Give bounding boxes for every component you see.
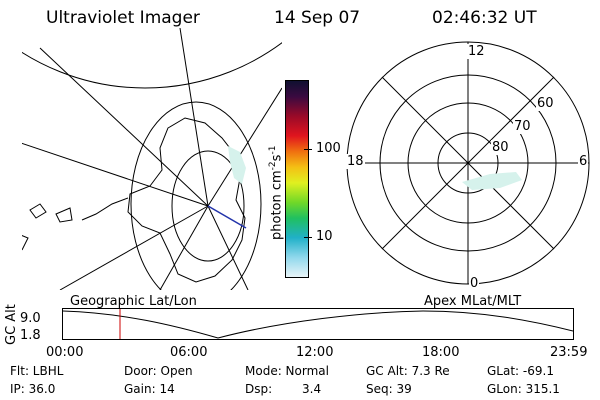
time-tick-0600: 06:00 (170, 345, 208, 360)
altitude-plot-frame (62, 308, 574, 340)
peninsula-coastline (81, 197, 129, 221)
continent-coastline (22, 235, 29, 251)
intensity-colorbar (285, 80, 309, 278)
colorbar-tick-mark (304, 149, 312, 150)
altitude-ytick-min: 1.8 (20, 328, 41, 343)
geographic-panel-label: Geographic Lat/Lon (70, 294, 197, 309)
mlat-label-60: 60 (536, 96, 555, 111)
altitude-ylabel: GC Alt (4, 304, 19, 345)
subsatellite-track (207, 205, 247, 229)
apex-panel-label: Apex MLat/MLT (424, 294, 522, 309)
filter-readout: Flt: LBHL (10, 364, 64, 378)
mode-readout: Mode: Normal (245, 364, 329, 378)
aurora-emission (462, 172, 522, 190)
meridian-line (207, 87, 282, 207)
mlt-label-0: 0 (469, 276, 480, 291)
meridian-line (179, 28, 209, 207)
apex-polar-plot (346, 41, 590, 285)
altitude-curve (63, 310, 573, 339)
time-tick-1200: 12:00 (296, 345, 334, 360)
mlat-label-70: 70 (513, 119, 532, 134)
geo-longitude-readout: GLon: 315.1 (487, 382, 560, 396)
gain-readout: Gain: 14 (124, 382, 175, 396)
door-readout: Door: Open (124, 364, 193, 378)
dsp-value: 3.4 (302, 382, 322, 396)
altitude-curve-canvas (63, 309, 573, 339)
geo-latitude-readout: GLat: -69.1 (487, 364, 554, 378)
geographic-map (22, 28, 282, 290)
meridian-line (159, 205, 209, 290)
latitude-circle-inner (171, 150, 245, 262)
meridian-line (59, 205, 209, 290)
meridian-line (207, 205, 249, 290)
meridian-line (22, 142, 209, 207)
time-tick-1800: 18:00 (422, 345, 460, 360)
time-tick-0000: 00:00 (46, 345, 84, 360)
ip-readout: IP: 36.0 (10, 382, 56, 396)
latitude-circle (130, 101, 262, 290)
colorbar-tick-100: 100 (316, 141, 341, 156)
time-tick-2359: 23:59 (550, 345, 588, 360)
colorbar-tick-mark (304, 237, 312, 238)
gc-altitude-readout: GC Alt: 7.3 Re (366, 364, 450, 378)
mlt-label-6: 6 (578, 154, 589, 169)
island-coastline (29, 203, 73, 223)
altitude-ytick-max: 9.0 (20, 311, 41, 326)
observation-date: 14 Sep 07 (274, 8, 361, 28)
sequence-readout: Seq: 39 (366, 382, 412, 396)
mlat-label-80: 80 (491, 140, 510, 155)
mlt-label-18: 18 (346, 154, 365, 169)
meridian-line (39, 47, 209, 207)
observation-time: 02:46:32 UT (432, 8, 537, 28)
instrument-title: Ultraviolet Imager (46, 8, 200, 28)
colorbar-unit-label: photon cm-2s-1 (268, 145, 285, 240)
latitude-circle-outer (22, 42, 282, 89)
mlt-label-12: 12 (467, 44, 486, 59)
colorbar-tick-10: 10 (316, 229, 333, 244)
antarctica-coastline (127, 117, 246, 283)
mlt-diagonal (381, 76, 555, 250)
dsp-label: Dsp: (245, 382, 273, 396)
aurora-emission (228, 146, 246, 184)
